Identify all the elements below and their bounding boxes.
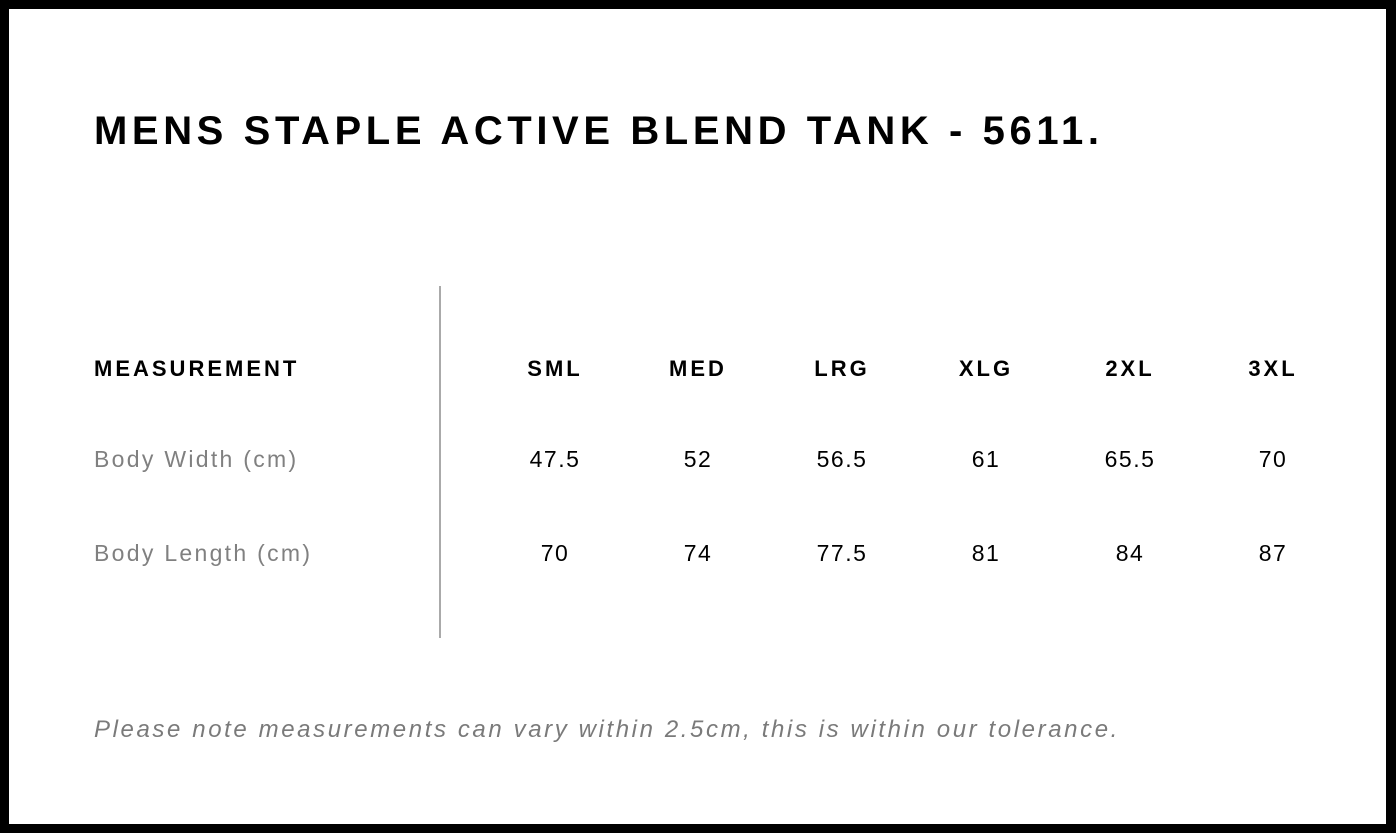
column-divider bbox=[439, 286, 441, 638]
table-cell: 47.5 bbox=[529, 446, 581, 472]
table-cell: 61 bbox=[971, 446, 1001, 472]
table-cell: 77.5 bbox=[816, 540, 868, 566]
table-cell: 56.5 bbox=[816, 446, 868, 472]
table-cell: 70 bbox=[1258, 446, 1288, 472]
size-header-3xl: 3XL bbox=[1248, 356, 1298, 381]
size-header-sml: SML bbox=[527, 356, 583, 381]
size-chart-card: MENS STAPLE ACTIVE BLEND TANK - 5611. ME… bbox=[9, 9, 1386, 824]
table-cell: 65.5 bbox=[1104, 446, 1156, 472]
table-cell: 84 bbox=[1115, 540, 1145, 566]
page-title: MENS STAPLE ACTIVE BLEND TANK - 5611. bbox=[94, 109, 1104, 153]
size-header-lrg: LRG bbox=[814, 356, 870, 381]
table-cell: 74 bbox=[683, 540, 713, 566]
table-cell: 70 bbox=[540, 540, 570, 566]
size-header-med: MED bbox=[669, 356, 727, 381]
row-label: Body Width (cm) bbox=[94, 446, 299, 472]
table-cell: 52 bbox=[683, 446, 713, 472]
measurement-header: MEASUREMENT bbox=[94, 356, 300, 381]
table-cell: 81 bbox=[971, 540, 1001, 566]
tolerance-note: Please note measurements can vary within… bbox=[94, 716, 1120, 743]
size-header-xlg: XLG bbox=[958, 356, 1014, 381]
size-header-2xl: 2XL bbox=[1105, 356, 1155, 381]
row-label: Body Length (cm) bbox=[94, 540, 313, 566]
table-cell: 87 bbox=[1258, 540, 1288, 566]
